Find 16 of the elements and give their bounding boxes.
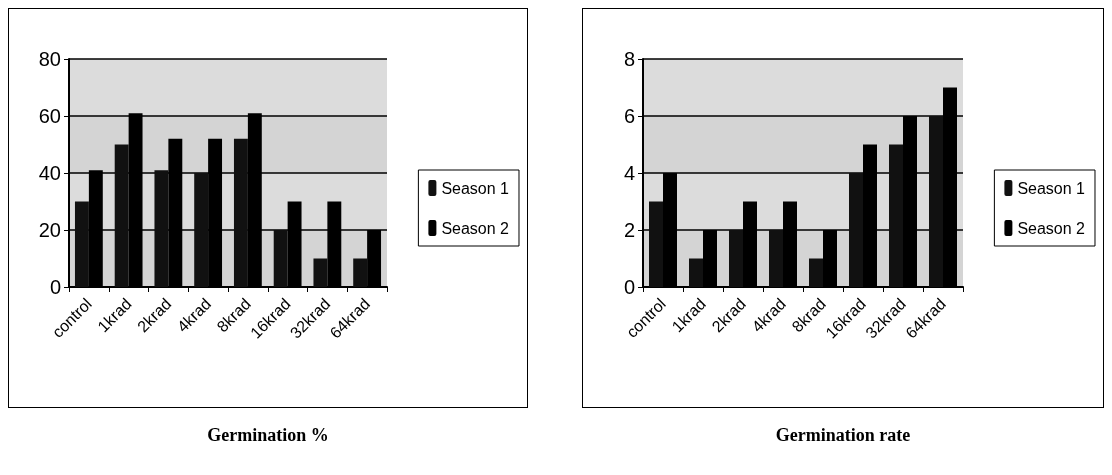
legend-label: Season 1 bbox=[1017, 179, 1086, 197]
legend-label: Season 2 bbox=[1017, 219, 1086, 237]
y-tick-label: 40 bbox=[38, 162, 61, 184]
y-tick-label: 80 bbox=[38, 48, 61, 70]
text: Germination rate bbox=[774, 425, 912, 446]
y-tick-label: 8 bbox=[623, 48, 635, 70]
y-tick-label: 20 bbox=[38, 219, 61, 241]
y-tick-label: 6 bbox=[623, 105, 635, 127]
legend-label: Season 2 bbox=[441, 219, 510, 237]
y-tick-label: 4 bbox=[623, 162, 635, 184]
legend-label: Season 1 bbox=[441, 179, 510, 197]
y-tick-label: 0 bbox=[49, 276, 61, 298]
y-tick-label: 2 bbox=[623, 219, 635, 241]
y-tick-label: 60 bbox=[38, 105, 61, 127]
text: Germination % bbox=[206, 425, 330, 446]
y-tick-label: 0 bbox=[623, 276, 635, 298]
